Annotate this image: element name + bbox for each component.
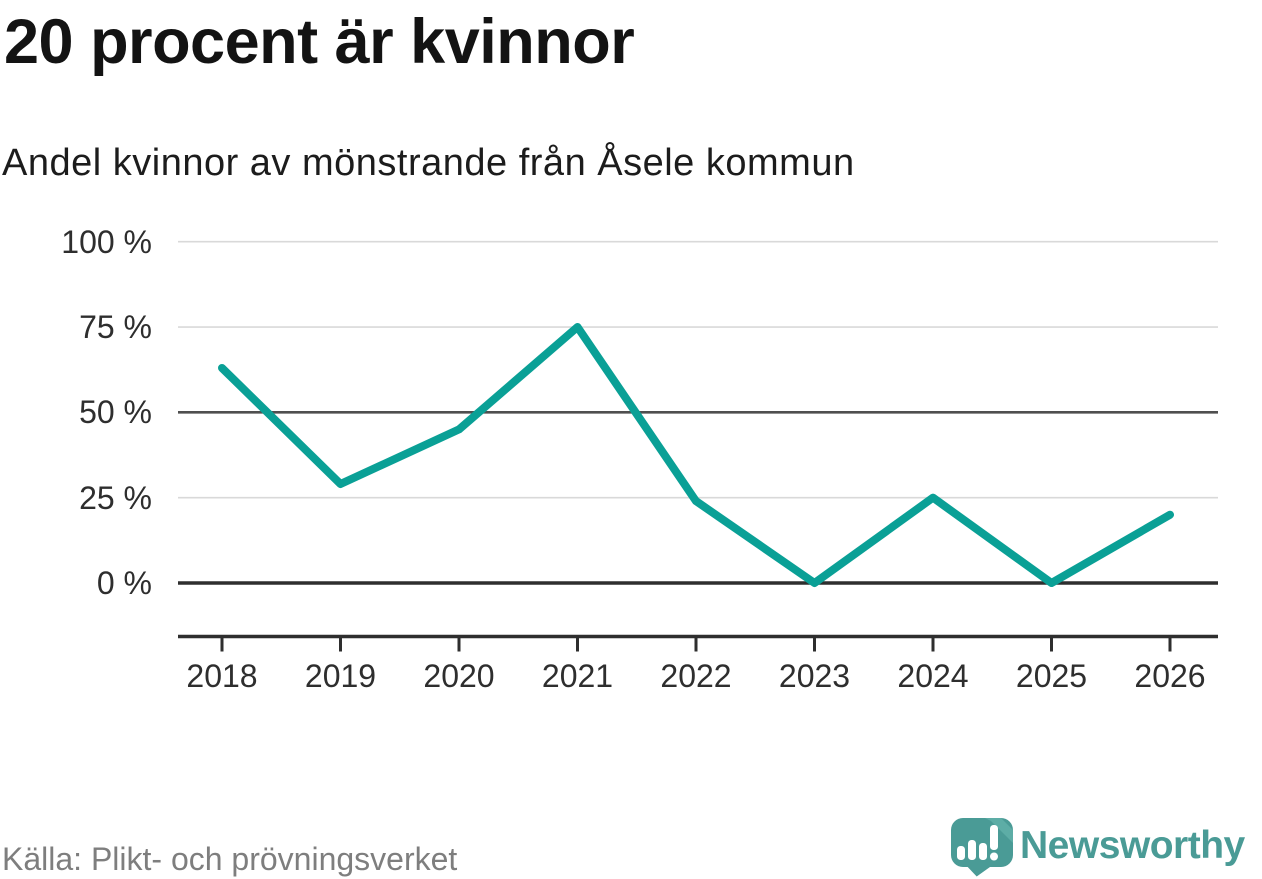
x-axis-label: 2019	[304, 658, 377, 694]
page-title: 20 procent är kvinnor	[4, 7, 635, 77]
x-axis-label: 2022	[660, 658, 732, 694]
x-axis-label: 2020	[423, 658, 495, 694]
x-axis-label: 2025	[1015, 658, 1088, 694]
bubble-fold-highlight	[985, 818, 1013, 843]
y-axis-label: 25 %	[79, 479, 152, 516]
data-line	[218, 323, 1174, 587]
y-axis-label: 50 %	[79, 394, 152, 431]
x-axis-label: 2023	[778, 658, 851, 694]
newsworthy-wordmark: Newsworthy	[1020, 824, 1245, 867]
x-axis-label: 2021	[541, 658, 614, 694]
newsworthy-logo-icon	[951, 818, 1013, 877]
line-chart	[178, 240, 1218, 652]
gridlines	[178, 240, 1218, 585]
bar-chart-glyph	[957, 825, 998, 861]
x-axis-label: 2018	[186, 658, 258, 694]
y-axis-label: 75 %	[79, 309, 152, 346]
y-axis-label: 100 %	[61, 223, 152, 260]
chart-subtitle: Andel kvinnor av mönstrande från Åsele k…	[2, 142, 855, 184]
y-axis-label: 0 %	[96, 565, 152, 601]
x-axis-label: 2024	[897, 658, 969, 694]
x-axis	[178, 634, 1218, 652]
x-axis-label: 2026	[1134, 658, 1206, 694]
source-label: Källa: Plikt- och prövningsverket	[2, 841, 458, 877]
